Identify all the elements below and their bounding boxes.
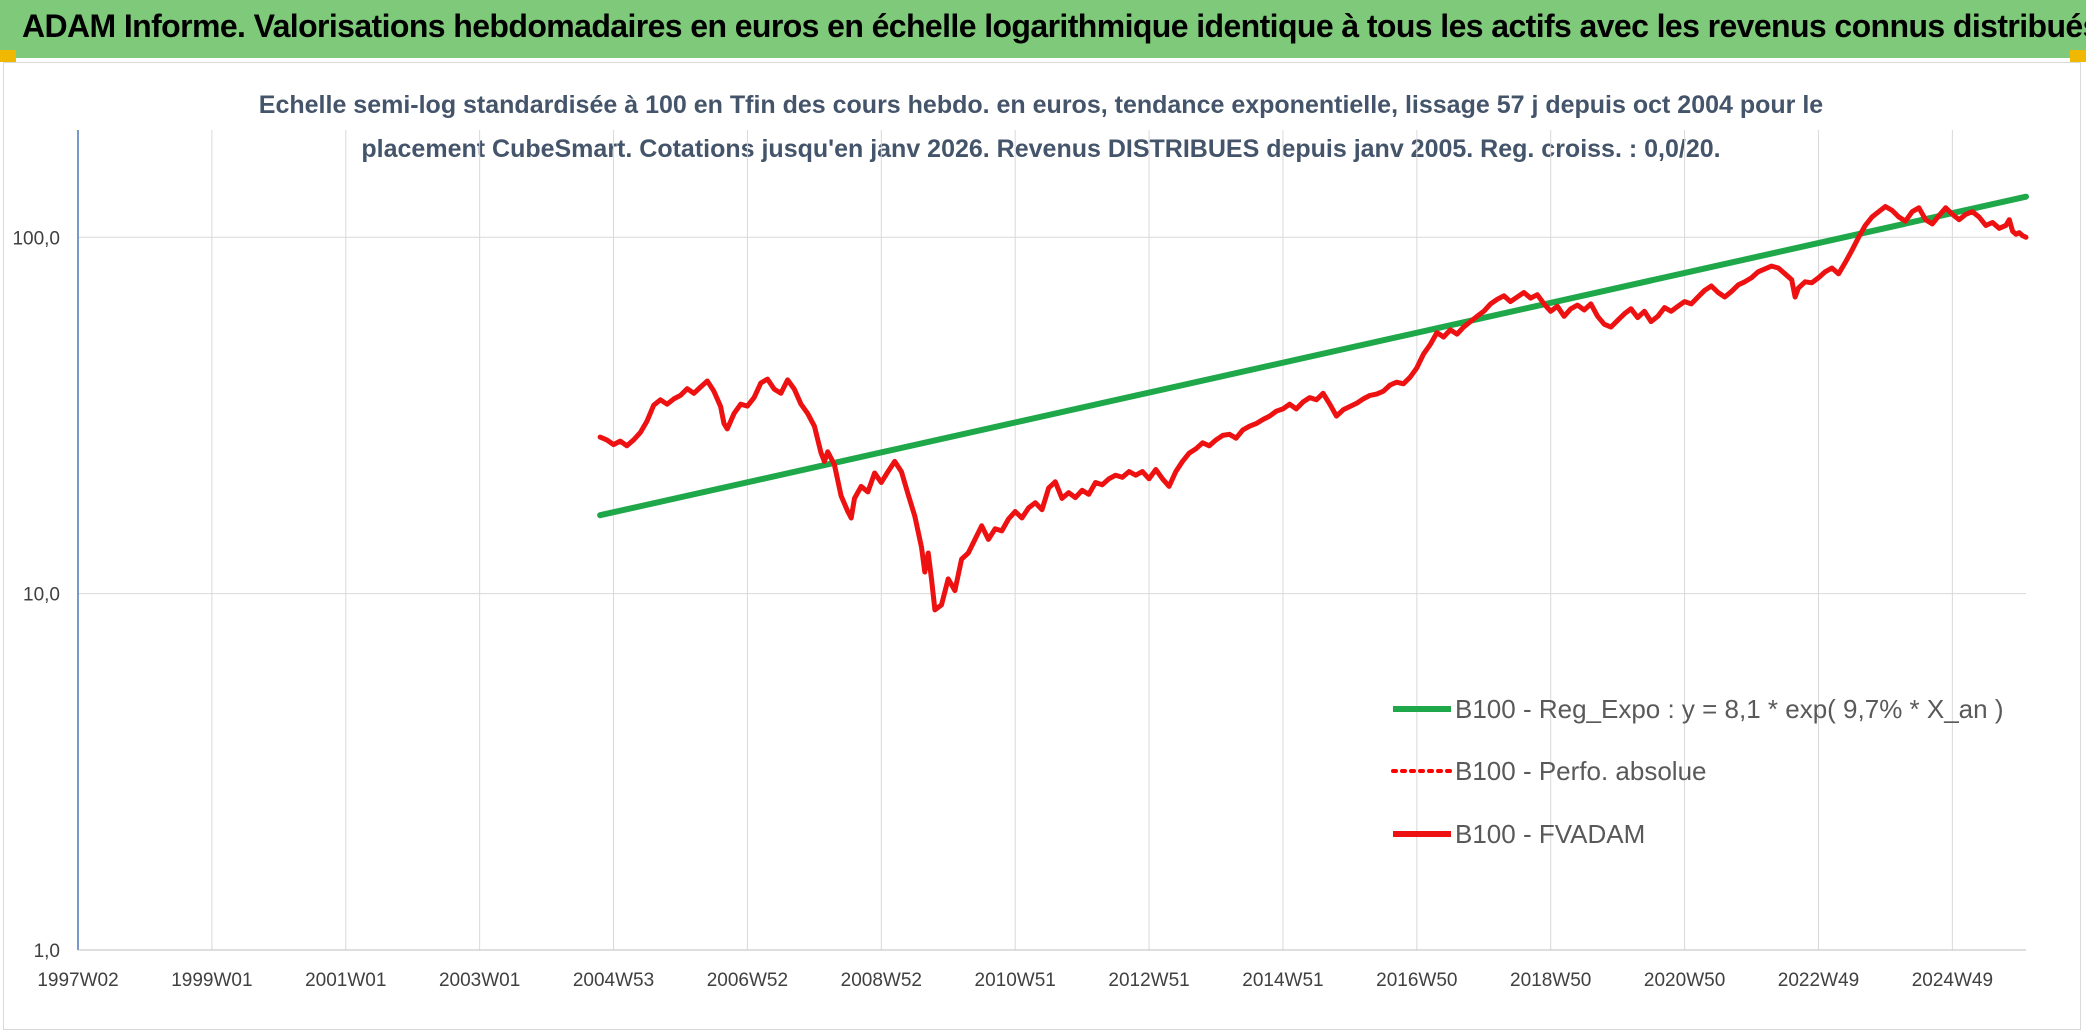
chart-subtitle-line2: placement CubeSmart. Cotations jusqu'en … [361, 135, 1720, 163]
x-tick-label: 1997W02 [37, 970, 118, 991]
x-tick-label: 2020W50 [1644, 970, 1725, 991]
x-tick-label: 2022W49 [1778, 970, 1859, 991]
x-tick-label: 2010W51 [975, 970, 1056, 991]
x-tick-label: 1999W01 [171, 970, 252, 991]
legend: B100 - Reg_Expo : y = 8,1 * exp( 9,7% * … [1391, 694, 2004, 849]
x-tick-label: 2004W53 [573, 970, 654, 991]
legend-label-perfo-absolue: B100 - Perfo. absolue [1455, 756, 1707, 786]
y-tick-label: 10,0 [23, 585, 60, 606]
x-tick-label: 2003W01 [439, 970, 520, 991]
corner-marker-right [2070, 50, 2086, 62]
x-tick-label: 2012W51 [1108, 970, 1189, 991]
chart-subtitle-line1: Echelle semi-log standardisée à 100 en T… [259, 91, 1824, 119]
axes: 1,0 10,0 100,0 1997W02 1999W01 2001W01 2003W01… [12, 130, 2026, 991]
series-lines [597, 193, 2029, 613]
series-reg-expo-line [597, 193, 2029, 519]
y-tick-label: 100,0 [12, 228, 60, 249]
y-tick-label: 1,0 [34, 941, 60, 962]
x-tick-label: 2008W52 [841, 970, 922, 991]
chart-banner: ADAM Informe. Valorisations hebdomadaire… [0, 0, 2086, 58]
banner-title: ADAM Informe. Valorisations hebdomadaire… [22, 8, 2086, 44]
x-tick-label: 2024W49 [1912, 970, 1993, 991]
chart-frame [3, 62, 2081, 1030]
x-tick-label: 2018W50 [1510, 970, 1591, 991]
corner-marker-left [0, 50, 16, 62]
legend-label-fvadam: B100 - FVADAM [1455, 819, 1645, 849]
grid [77, 130, 2026, 951]
x-tick-label: 2014W51 [1242, 970, 1323, 991]
x-tick-label: 2006W52 [707, 970, 788, 991]
x-tick-label: 2016W50 [1376, 970, 1457, 991]
x-tick-label: 2001W01 [305, 970, 386, 991]
legend-label-reg-expo: B100 - Reg_Expo : y = 8,1 * exp( 9,7% * … [1455, 694, 2004, 724]
series-fvadam-line [597, 204, 2029, 613]
